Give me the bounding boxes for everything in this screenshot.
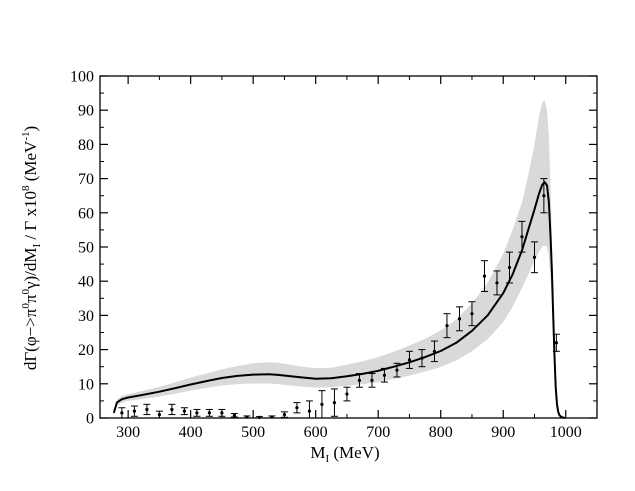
- data-marker: [220, 411, 224, 415]
- data-marker: [554, 341, 558, 345]
- data-marker: [457, 317, 462, 321]
- y-tick-label: 70: [78, 171, 94, 188]
- data-marker: [542, 194, 546, 198]
- data-marker: [320, 402, 324, 406]
- data-marker: [382, 373, 387, 377]
- data-marker: [495, 281, 499, 285]
- data-point: [130, 405, 138, 417]
- data-point: [530, 241, 538, 274]
- data-point: [393, 362, 401, 378]
- data-marker: [357, 378, 362, 382]
- uncertainty-band: [113, 99, 566, 419]
- data-point: [405, 350, 413, 369]
- data-marker: [482, 274, 487, 278]
- data-point: [355, 373, 363, 388]
- data-point: [330, 388, 338, 417]
- data-point: [468, 301, 476, 327]
- data-marker: [420, 356, 424, 360]
- data-marker: [182, 409, 186, 413]
- y-tick-label: 40: [78, 274, 94, 291]
- y-tick-label: 100: [70, 69, 94, 86]
- data-point: [418, 349, 426, 368]
- data-point: [118, 407, 126, 419]
- data-point: [293, 402, 301, 414]
- data-marker: [332, 401, 337, 405]
- y-tick-label: 10: [78, 376, 94, 393]
- x-tick-label: 700: [366, 424, 390, 441]
- data-point: [343, 386, 351, 402]
- data-point: [518, 220, 526, 253]
- data-marker: [232, 413, 237, 417]
- y-tick-label: 0: [86, 411, 94, 428]
- data-point: [143, 403, 151, 416]
- data-marker: [207, 411, 212, 415]
- data-point: [443, 313, 451, 339]
- data-point: [180, 407, 188, 416]
- data-marker: [370, 378, 374, 382]
- theory-curve: [112, 181, 566, 419]
- data-point: [430, 340, 438, 363]
- y-tick-label: 90: [78, 103, 94, 120]
- data-point: [230, 413, 238, 418]
- y-axis-title: dΓ(φ−>π0π0γ)/dMI / Γ x108 (MeV-1): [20, 126, 43, 370]
- data-point: [380, 367, 388, 383]
- x-tick-label: 600: [304, 424, 328, 441]
- data-point: [205, 408, 213, 417]
- x-tick-label: 800: [429, 424, 453, 441]
- x-tick-label: 1000: [550, 424, 582, 441]
- data-point: [168, 403, 176, 416]
- x-tick-label: 300: [116, 424, 140, 441]
- data-point: [552, 333, 560, 352]
- data-point: [368, 373, 376, 388]
- data-point: [505, 251, 513, 284]
- data-marker: [395, 368, 399, 372]
- data-points-layer: [118, 178, 560, 419]
- data-marker: [407, 358, 412, 362]
- data-marker: [470, 312, 474, 316]
- y-tick-label: 30: [78, 308, 94, 325]
- data-marker: [170, 407, 174, 412]
- data-marker: [307, 409, 312, 413]
- data-point: [193, 408, 201, 417]
- y-tick-label: 50: [78, 240, 94, 257]
- y-tick-label: 60: [78, 205, 94, 222]
- data-marker: [520, 235, 524, 239]
- data-marker: [507, 265, 512, 270]
- y-tick-label: 80: [78, 137, 94, 154]
- data-marker: [132, 409, 136, 413]
- data-marker: [445, 324, 449, 328]
- data-marker: [432, 349, 437, 353]
- data-marker: [532, 255, 537, 259]
- data-marker: [195, 411, 199, 415]
- data-marker: [120, 411, 124, 415]
- uncertainty-band-layer: [113, 99, 566, 419]
- data-point: [455, 306, 463, 332]
- data-point: [305, 400, 313, 419]
- y-tick-label: 20: [78, 342, 94, 359]
- data-point: [318, 390, 326, 419]
- x-tick-label: 500: [241, 424, 265, 441]
- x-tick-label: 400: [179, 424, 203, 441]
- theory-curve-layer: [112, 181, 566, 419]
- x-tick-label: 900: [491, 424, 515, 441]
- data-marker: [295, 406, 299, 410]
- x-axis-title: MI (MeV): [310, 443, 379, 465]
- data-marker: [345, 392, 349, 396]
- ticks-layer: 300 400 500 600 700 800 900 1000 0 10 20 30 40 50 60 70…: [70, 69, 598, 441]
- data-marker: [145, 407, 149, 412]
- data-point: [480, 260, 488, 292]
- data-point: [493, 270, 501, 296]
- data-point: [540, 178, 548, 214]
